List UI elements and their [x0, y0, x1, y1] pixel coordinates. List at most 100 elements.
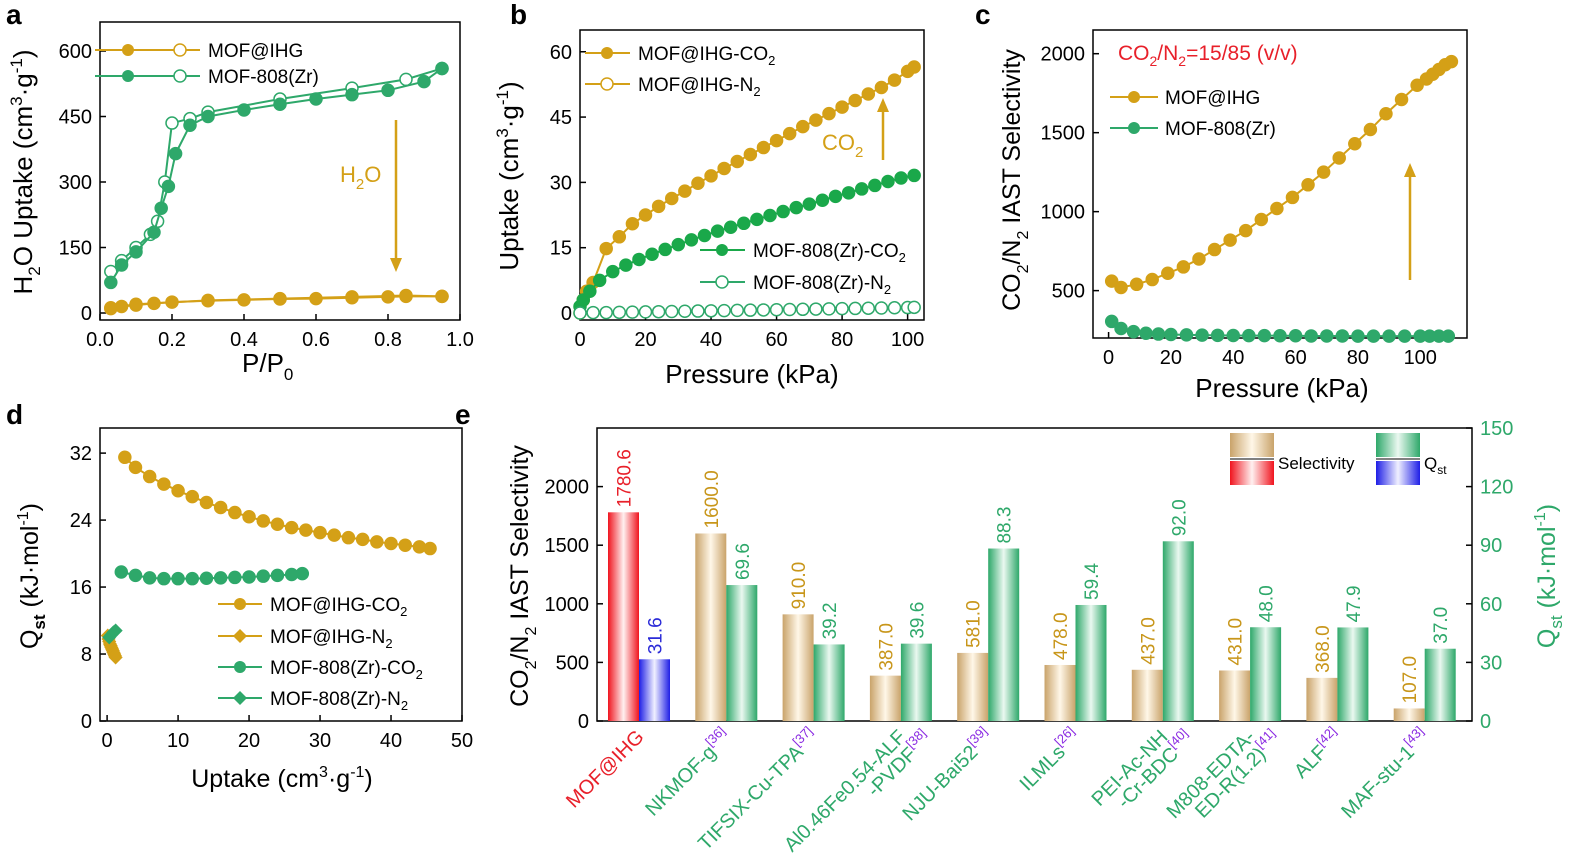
- panel-label-e: e: [455, 399, 471, 430]
- data-label-qst: 92.0: [1169, 499, 1190, 536]
- x-ticks-c: 0 20 40 60 80 100: [1103, 332, 1437, 369]
- arrowhead-c: [1404, 163, 1416, 177]
- data-point: [796, 302, 810, 317]
- bar-qst: [726, 585, 758, 721]
- x-tick-label: 50: [451, 730, 473, 752]
- data-point: [114, 565, 129, 579]
- data-point: [1332, 151, 1346, 165]
- data-label-selectivity: 1780.6: [615, 449, 636, 507]
- data-point: [671, 237, 686, 252]
- legend-swatch-qst-blue: [1376, 461, 1420, 485]
- data-point: [809, 302, 823, 316]
- y-tick-label: 30: [550, 172, 572, 194]
- data-point: [664, 304, 679, 319]
- data-point: [1304, 329, 1318, 343]
- data-point: [273, 97, 287, 112]
- data-point: [168, 146, 183, 161]
- data-label-qst: 69.6: [733, 543, 754, 580]
- legend-b: MOF@IHG-CO2 MOF@IHG-N2 MOF-808(Zr)-CO2 M…: [585, 44, 906, 297]
- y-tick-label: 0: [81, 711, 92, 733]
- data-point: [165, 116, 179, 130]
- data-point: [1335, 329, 1350, 343]
- data-point: [114, 258, 129, 272]
- data-point: [691, 304, 705, 318]
- data-label-selectivity: 431.0: [1226, 618, 1247, 666]
- data-point: [157, 477, 171, 491]
- data-point: [573, 306, 587, 320]
- data-point: [612, 305, 627, 320]
- y-ticks-a: 0 150 300 450 600: [59, 41, 106, 325]
- data-point: [710, 224, 725, 238]
- data-point: [874, 301, 889, 315]
- data-point: [632, 252, 646, 267]
- data-point: [381, 83, 395, 98]
- annotation-b: CO2: [822, 130, 863, 161]
- bar-qst: [639, 659, 670, 721]
- data-point: [108, 650, 123, 665]
- panel-label-c: c: [975, 0, 991, 30]
- x-tick-label: 40: [1222, 347, 1244, 369]
- data-point: [237, 103, 251, 117]
- data-point: [256, 514, 271, 528]
- data-point: [199, 571, 214, 586]
- data-point: [625, 216, 640, 231]
- data-point: [723, 220, 738, 234]
- data-point: [284, 520, 299, 535]
- y2-axis-label-e: Qst (kJ·mol-1): [1532, 504, 1566, 648]
- data-point: [1210, 328, 1225, 343]
- data-point: [165, 295, 179, 309]
- data-point: [201, 109, 215, 124]
- data-point: [619, 258, 633, 272]
- data-point: [782, 126, 797, 141]
- x-tick-label: 20: [238, 730, 260, 752]
- data-point: [796, 119, 810, 134]
- bar-qst: [1337, 627, 1369, 721]
- data-point: [907, 168, 921, 183]
- y-ticks-d: 0 8 16 24 32: [70, 443, 106, 733]
- data-point: [435, 289, 449, 304]
- y-tick-label: 450: [59, 107, 92, 129]
- data-point: [108, 623, 123, 638]
- data-point: [1363, 122, 1378, 137]
- x-tick-label: 80: [831, 329, 853, 351]
- data-point: [381, 290, 395, 304]
- y-tick-label: 15: [550, 238, 572, 260]
- data-point: [171, 484, 185, 498]
- data-point: [782, 302, 797, 317]
- bar-qst: [813, 644, 845, 721]
- data-point: [835, 100, 849, 114]
- legend-marker-c-1: [1128, 91, 1140, 103]
- panel-c: c 500 1000 1500 2000 0 20 40 60 80 100 Pressure …: [975, 0, 1468, 403]
- data-point: [828, 189, 843, 204]
- data-point: [907, 60, 921, 74]
- data-label-selectivity: 478.0: [1051, 612, 1072, 660]
- series-line: [109, 67, 443, 283]
- panel-label-a: a: [6, 0, 22, 30]
- data-point: [1301, 178, 1315, 192]
- data-point: [256, 569, 271, 583]
- data-point: [1238, 223, 1253, 238]
- bar-selectivity: [1306, 677, 1338, 721]
- x-tick-label: 20: [1160, 347, 1182, 369]
- legend-marker-a-1: [122, 44, 134, 56]
- data-point: [1176, 260, 1191, 274]
- data-point: [213, 500, 228, 515]
- x-tick-label: 0.6: [302, 329, 330, 351]
- y-tick-label: 90: [1480, 535, 1502, 557]
- y-tick-label: 2000: [1041, 44, 1086, 66]
- data-point: [678, 304, 692, 319]
- data-point: [756, 303, 771, 317]
- y-tick-label: 1500: [545, 535, 590, 557]
- x-tick-label: 100: [891, 329, 924, 351]
- data-point: [704, 304, 718, 318]
- data-point: [398, 538, 412, 552]
- data-point: [769, 133, 784, 148]
- data-point: [625, 305, 640, 319]
- data-label-selectivity: 437.0: [1138, 617, 1159, 665]
- data-point: [684, 233, 699, 247]
- x-tick-label: 40: [380, 730, 402, 752]
- data-point: [345, 290, 359, 305]
- category-label: MOF@IHG: [562, 726, 648, 812]
- data-label-qst: 39.6: [907, 602, 928, 639]
